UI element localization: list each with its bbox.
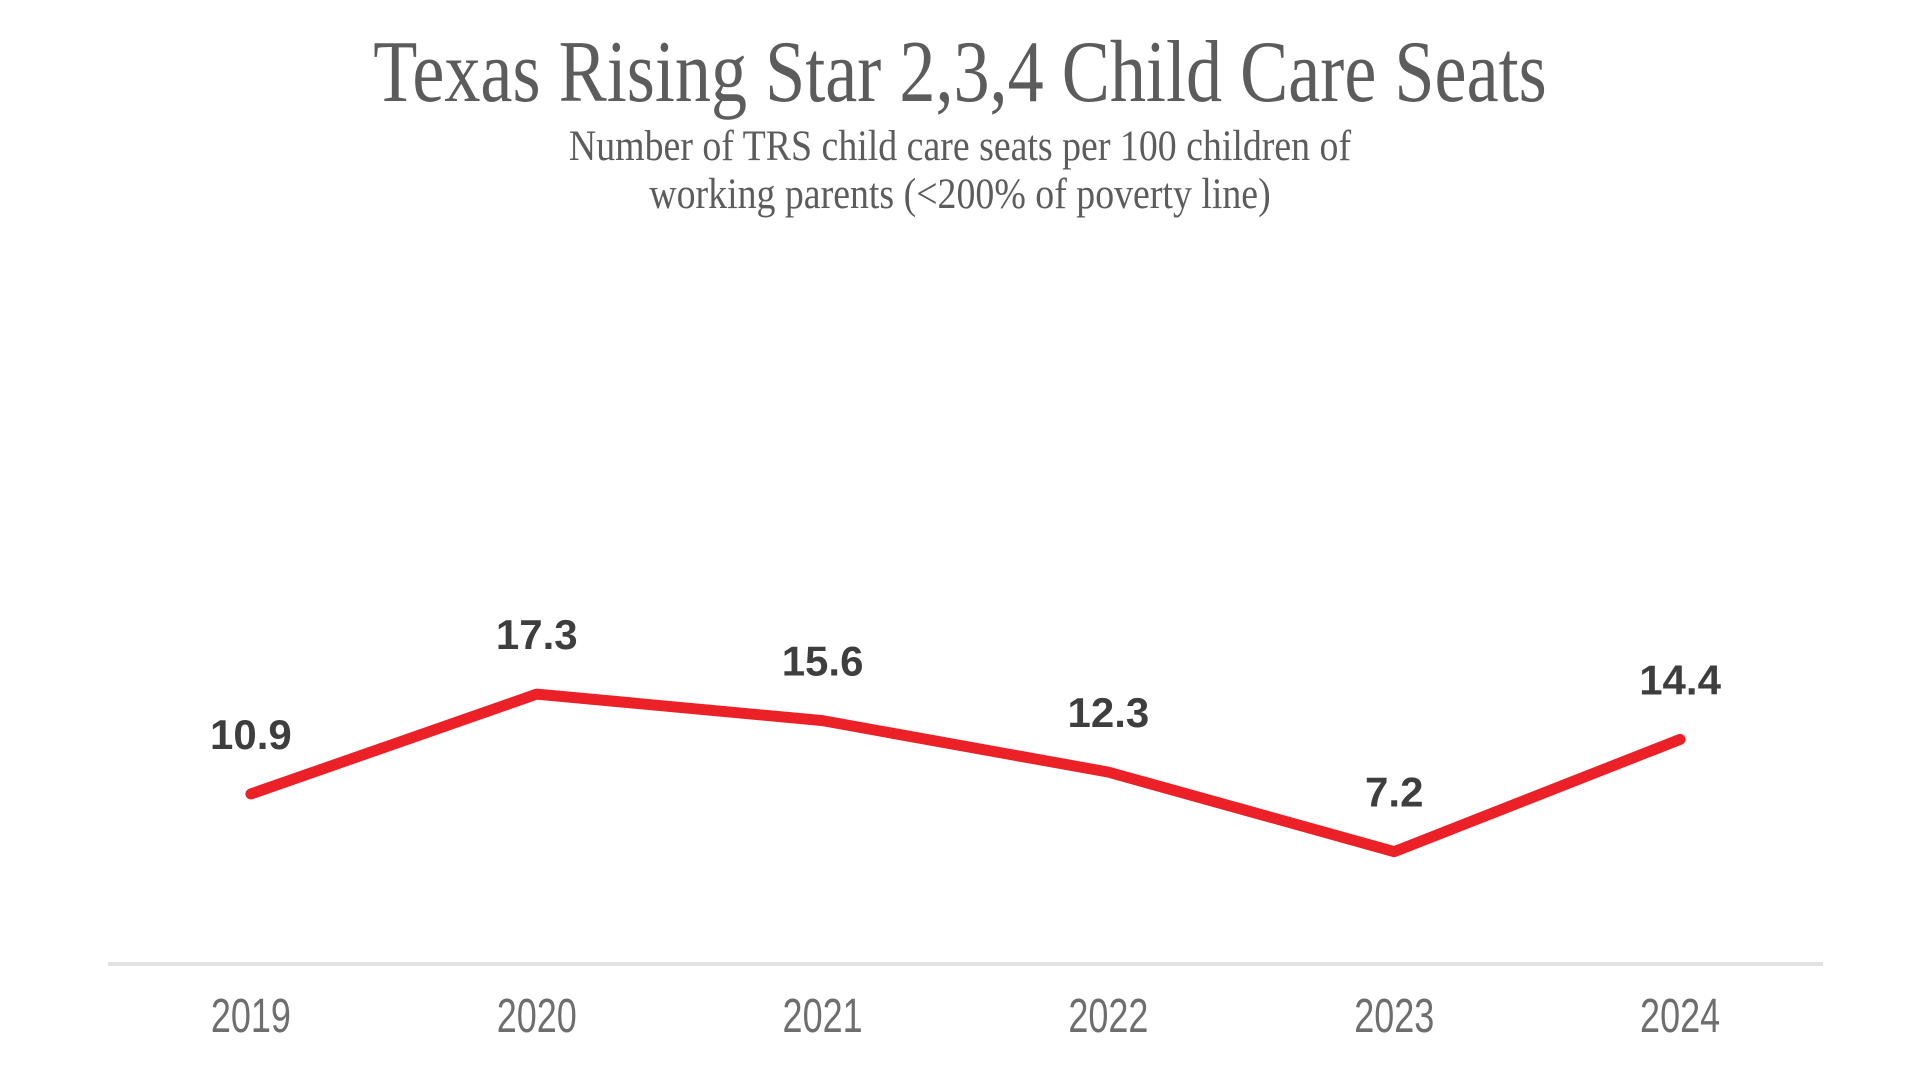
chart-subtitle-line-1: Number of TRS child care seats per 100 c… — [568, 123, 1352, 171]
x-tick-label: 2024 — [1640, 989, 1720, 1042]
x-tick-label: 2021 — [783, 989, 863, 1042]
data-label: 14.4 — [1639, 656, 1721, 703]
chart-title: Texas Rising Star 2,3,4 Child Care Seats — [373, 24, 1547, 121]
data-label: 7.2 — [1365, 769, 1423, 816]
data-label: 12.3 — [1068, 689, 1150, 736]
x-tick-label: 2022 — [1068, 989, 1148, 1042]
x-tick-label: 2019 — [211, 989, 291, 1042]
x-tick-label: 2020 — [497, 989, 577, 1042]
data-label: 15.6 — [782, 638, 864, 685]
data-label: 17.3 — [496, 611, 578, 658]
chart-subtitle-line-2: working parents (<200% of poverty line) — [649, 170, 1271, 218]
chart-header: Texas Rising Star 2,3,4 Child Care Seats… — [0, 26, 1920, 218]
data-line-series — [245, 688, 1686, 858]
x-tick-label: 2023 — [1354, 989, 1434, 1042]
data-label: 10.9 — [210, 711, 292, 758]
chart-subtitle: Number of TRS child care seats per 100 c… — [115, 123, 1805, 218]
